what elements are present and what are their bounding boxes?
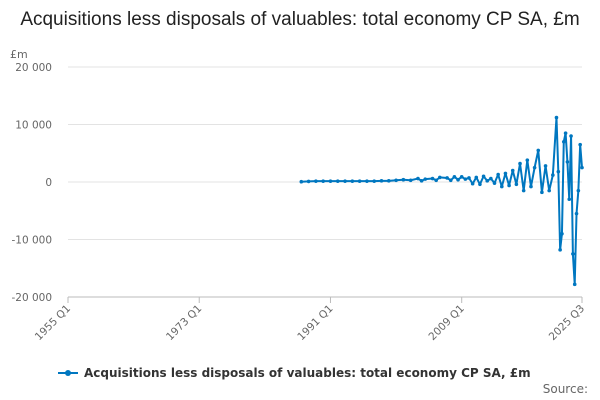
data-point	[430, 176, 435, 181]
data-point	[554, 115, 559, 120]
y-tick-label: 10 000	[15, 120, 52, 132]
data-point	[365, 179, 369, 183]
legend-label: Acquisitions less disposals of valuables…	[84, 366, 531, 380]
data-point	[463, 177, 468, 181]
data-point	[536, 148, 541, 153]
data-point	[500, 184, 504, 189]
data-point	[438, 175, 442, 180]
data-point	[563, 131, 568, 135]
data-point	[350, 179, 355, 183]
data-point	[503, 171, 508, 176]
data-point	[478, 182, 482, 187]
data-point	[507, 183, 511, 188]
data-point	[571, 252, 575, 256]
data-point	[328, 179, 333, 183]
data-point	[578, 142, 582, 147]
data-point	[379, 179, 384, 183]
chart-legend: Acquisitions less disposals of valuables…	[58, 363, 531, 383]
data-point	[560, 231, 564, 236]
data-point	[474, 175, 479, 180]
data-point	[547, 188, 551, 193]
x-tick-label: 2025 Q3	[547, 303, 587, 343]
data-point	[423, 177, 428, 181]
data-point	[343, 179, 347, 183]
data-point	[518, 161, 522, 166]
data-point	[489, 176, 493, 181]
data-point	[485, 179, 490, 183]
data-point	[335, 179, 340, 183]
data-point	[416, 176, 420, 181]
data-point	[452, 175, 457, 179]
data-point	[357, 179, 362, 183]
data-point	[529, 184, 533, 189]
data-point	[556, 169, 561, 174]
data-point	[386, 179, 391, 183]
data-point	[567, 197, 572, 202]
data-point	[540, 190, 544, 195]
data-point	[532, 165, 537, 170]
data-point	[467, 176, 471, 180]
data-point	[551, 173, 555, 177]
data-point	[514, 182, 519, 187]
x-tick-label: 1955 Q1	[33, 303, 73, 343]
data-point	[576, 188, 581, 193]
data-point	[419, 179, 424, 183]
y-tick-label: -10 000	[11, 235, 52, 247]
data-point	[580, 165, 584, 170]
data-point	[299, 179, 304, 184]
data-point	[481, 174, 486, 179]
x-tick-label: 1973 Q1	[164, 303, 204, 343]
data-point	[314, 179, 318, 183]
y-tick-label: 20 000	[15, 62, 52, 74]
chart-title-text: Acquisitions less disposals of valuables…	[20, 9, 580, 30]
data-point	[445, 176, 449, 180]
data-point	[448, 178, 453, 183]
data-point	[558, 248, 562, 252]
data-point	[394, 178, 398, 183]
series-line	[301, 116, 583, 286]
x-tick-label: 2009 Q1	[427, 303, 467, 343]
y-tick-label: 0	[45, 177, 52, 189]
data-point	[401, 177, 406, 182]
data-point	[565, 160, 570, 164]
y-axis-unit-label: £m	[10, 48, 28, 61]
data-point	[569, 134, 573, 138]
data-point	[496, 172, 500, 177]
data-point	[492, 181, 497, 185]
y-tick-label: -20 000	[11, 292, 52, 304]
data-point	[408, 178, 413, 183]
data-point	[521, 188, 526, 193]
x-tick-label: 1991 Q1	[295, 303, 335, 343]
source-label: Source:	[542, 382, 588, 396]
data-point	[510, 168, 515, 173]
data-point	[525, 158, 530, 162]
chart-title: Acquisitions less disposals of valuables…	[0, 8, 600, 31]
data-point	[574, 211, 579, 216]
data-point	[561, 139, 566, 144]
data-point	[543, 164, 548, 168]
data-point	[572, 282, 577, 287]
data-point	[434, 178, 438, 183]
data-point	[470, 181, 475, 186]
data-point	[459, 175, 464, 179]
legend-line-marker	[58, 368, 78, 378]
data-point	[372, 179, 377, 183]
data-point	[456, 177, 460, 182]
data-point	[306, 179, 311, 184]
data-point	[321, 179, 325, 183]
